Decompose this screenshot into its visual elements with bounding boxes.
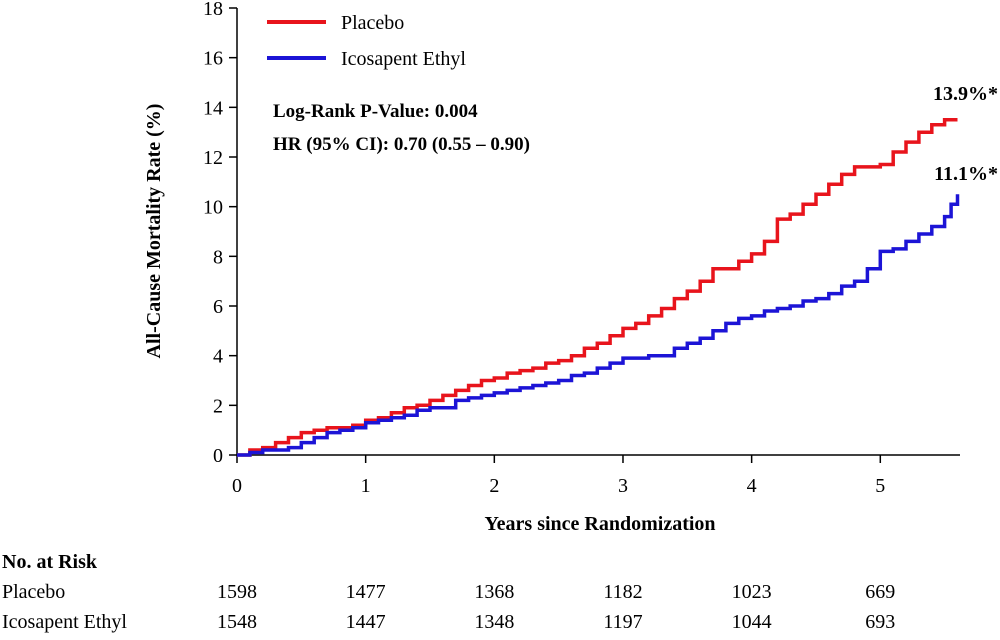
- x-tick-label: 4: [747, 475, 757, 497]
- series-line-icosapent-ethyl: [237, 194, 960, 457]
- risk-value: 693: [865, 611, 895, 633]
- legend: Placebo Icosapent Ethyl: [267, 12, 466, 70]
- y-tick-label: 14: [203, 97, 223, 119]
- y-tick-label: 4: [213, 346, 223, 368]
- end-label-placebo: 13.9%*: [933, 83, 998, 105]
- risk-value: 1477: [346, 581, 386, 603]
- risk-value: 669: [865, 581, 895, 603]
- y-ticks: 0 2 4 6 8 10 12 14 16 18: [203, 0, 237, 467]
- risk-value: 1598: [217, 581, 257, 603]
- x-axis-title: Years since Randomization: [484, 513, 715, 535]
- y-tick-label: 2: [213, 395, 223, 417]
- risk-values: 1598 1477 1368 1182 1023 669 1548 1447 1348 1197 1…: [217, 581, 895, 633]
- x-ticks: 0 1 2 3 4 5: [232, 455, 885, 497]
- risk-value: 1368: [474, 581, 514, 603]
- risk-value: 1182: [603, 581, 642, 603]
- risk-value: 1447: [346, 611, 386, 633]
- x-tick-label: 2: [489, 475, 499, 497]
- legend-label-placebo: Placebo: [341, 12, 404, 34]
- risk-value: 1197: [603, 611, 642, 633]
- y-tick-label: 10: [203, 197, 223, 219]
- annotation-log-rank: Log-Rank P-Value: 0.004: [273, 101, 478, 122]
- risk-row-label-icosapent: Icosapent Ethyl: [2, 611, 127, 633]
- x-tick-label: 5: [875, 475, 885, 497]
- series-lines: [237, 118, 960, 457]
- risk-value: 1548: [217, 611, 257, 633]
- end-label-icosapent: 11.1%*: [934, 163, 998, 185]
- risk-row-label-placebo: Placebo: [2, 581, 65, 603]
- y-tick-label: 16: [203, 48, 223, 70]
- y-tick-label: 12: [203, 147, 223, 169]
- risk-table-title: No. at Risk: [2, 551, 98, 573]
- y-tick-label: 6: [213, 296, 223, 318]
- x-tick-label: 1: [361, 475, 371, 497]
- x-tick-label: 0: [232, 475, 242, 497]
- risk-table: No. at Risk Placebo Icosapent Ethyl 1598…: [2, 551, 895, 633]
- legend-label-icosapent: Icosapent Ethyl: [341, 48, 466, 70]
- risk-value: 1044: [732, 611, 772, 633]
- y-tick-label: 8: [213, 246, 223, 268]
- annotation-hazard-ratio: HR (95% CI): 0.70 (0.55 – 0.90): [273, 134, 530, 155]
- y-tick-label: 0: [213, 445, 223, 467]
- y-axis-title: All-Cause Mortality Rate (%): [143, 104, 165, 359]
- x-tick-label: 3: [618, 475, 628, 497]
- risk-value: 1023: [732, 581, 772, 603]
- y-tick-label: 18: [203, 0, 223, 20]
- risk-value: 1348: [474, 611, 514, 633]
